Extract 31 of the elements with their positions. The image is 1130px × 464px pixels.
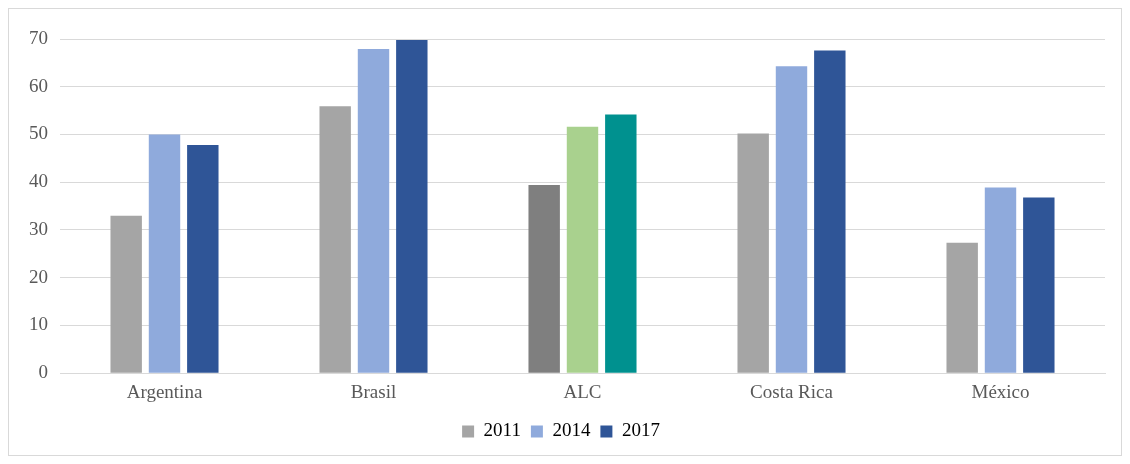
y-tick-label: 40 xyxy=(29,170,48,192)
bar xyxy=(605,114,637,373)
bar xyxy=(396,39,428,373)
y-tick-label: 0 xyxy=(38,361,48,383)
y-tick-label: 50 xyxy=(29,122,48,144)
x-tick-label: Brasil xyxy=(350,380,397,402)
y-tick-label: 20 xyxy=(29,265,48,287)
bar xyxy=(737,133,769,373)
bar xyxy=(148,134,181,373)
bar xyxy=(566,126,599,373)
bar xyxy=(775,66,808,373)
x-tick-label: Costa Rica xyxy=(750,380,834,402)
bar xyxy=(319,106,351,373)
legend-label: 2011 xyxy=(483,419,521,441)
legend-label: 2017 xyxy=(621,419,660,441)
bar xyxy=(1023,197,1055,373)
y-tick-label: 70 xyxy=(29,26,48,48)
y-tick-label: 60 xyxy=(29,74,48,96)
y-tick-label: 10 xyxy=(29,313,48,335)
bar xyxy=(357,49,390,373)
bar xyxy=(528,185,560,373)
bar xyxy=(814,50,846,373)
x-tick-label: México xyxy=(971,380,1030,402)
bar xyxy=(187,144,219,373)
bar xyxy=(984,187,1017,373)
x-tick-label: ALC xyxy=(563,380,602,402)
legend-label: 2014 xyxy=(552,419,591,441)
bar xyxy=(946,242,978,373)
bar xyxy=(110,215,142,373)
y-tick-label: 30 xyxy=(29,217,48,239)
x-tick-label: Argentina xyxy=(126,380,203,402)
